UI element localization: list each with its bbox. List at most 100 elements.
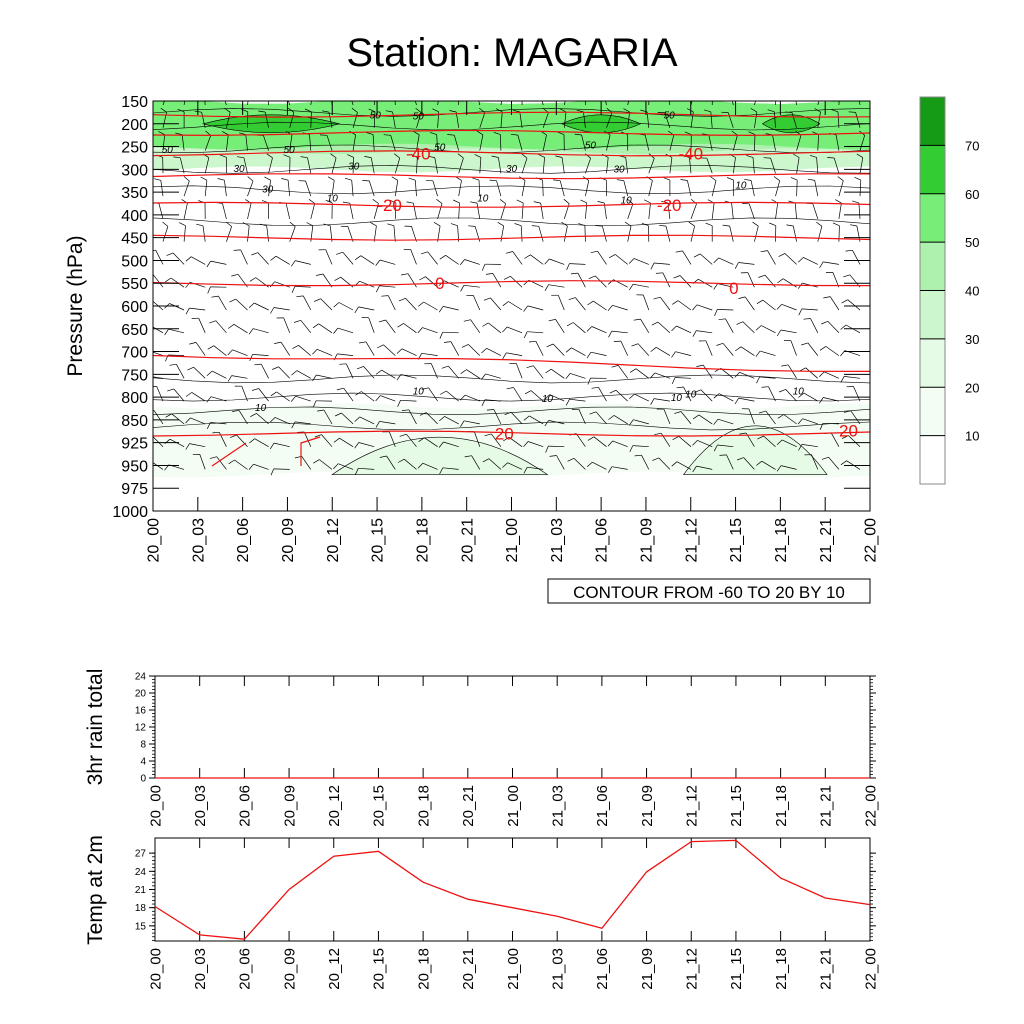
wind-barb — [336, 387, 354, 402]
wind-barb — [470, 201, 481, 219]
wind-barb — [804, 454, 819, 470]
wind-barb — [756, 376, 776, 384]
wind-barb — [713, 444, 734, 452]
wind-barb — [846, 386, 861, 402]
time-tick-label: 21_09 — [639, 948, 656, 990]
wind-barb — [671, 351, 692, 358]
wind-contour-line — [153, 392, 870, 402]
wind-barb — [333, 437, 354, 447]
pressure-tick-label: 150 — [121, 94, 148, 111]
wind-barb — [308, 199, 316, 219]
wind-barb — [819, 422, 839, 430]
rain-panel-frame — [154, 675, 871, 779]
wind-barb — [427, 155, 438, 174]
temp2m-panel-frame — [154, 837, 871, 942]
wind-barb — [567, 457, 586, 470]
wind-barb — [228, 459, 248, 470]
wind-barb — [327, 176, 335, 197]
wind-barb — [436, 199, 443, 219]
wind-barb — [291, 260, 311, 267]
wind-barb — [248, 302, 269, 311]
wind-barb — [228, 324, 248, 334]
colorbar-label: 70 — [965, 138, 979, 153]
wind-barb — [162, 221, 169, 242]
wind-barb — [354, 416, 375, 425]
wind-barb — [484, 433, 502, 447]
colorbar-label: 10 — [965, 429, 979, 444]
wind-barb — [576, 109, 586, 128]
wind-barb — [775, 101, 777, 106]
wind-barb — [599, 177, 607, 197]
wind-barb — [756, 299, 776, 311]
wind-contour-label: 30 — [613, 164, 625, 175]
wind-contour-label: 50 — [434, 143, 446, 154]
rain-panel: 0 4 8 12 16 20 24 20_00 20_03 20_06 20_09 20_12 20_1… — [84, 669, 879, 827]
wind-barb — [523, 441, 544, 448]
wind-barb — [166, 252, 185, 265]
wind-barb — [651, 321, 671, 334]
wind-barb — [236, 156, 248, 174]
wind-barb — [359, 341, 375, 356]
pressure-tick-label: 500 — [121, 253, 148, 270]
wind-barb — [674, 411, 692, 425]
wind-barb — [383, 134, 396, 151]
wind-barb — [419, 276, 438, 288]
wind-contour-label: 10 — [671, 393, 683, 404]
wind-barb — [779, 389, 797, 402]
time-tick-label: 21_21 — [818, 785, 835, 827]
wind-barb — [629, 368, 650, 379]
wind-barb — [608, 330, 628, 338]
wind-barb — [523, 415, 544, 425]
wind-barb — [734, 397, 755, 405]
wind-barb — [763, 157, 776, 174]
wind-barb — [153, 376, 164, 379]
wind-barb — [607, 466, 628, 473]
wind-barb — [397, 399, 417, 407]
contour-info-frame — [547, 578, 871, 604]
time-tick-label: 21_06 — [594, 785, 611, 827]
wind-barb — [613, 340, 629, 356]
wind-barb — [292, 344, 312, 356]
wind-barb — [206, 370, 227, 379]
wind-barb — [274, 341, 290, 356]
wind-barb — [563, 101, 566, 106]
wind-barb — [421, 387, 438, 402]
time-tick-label: 20_00 — [146, 518, 163, 563]
time-tick-label: 20_18 — [415, 948, 432, 990]
wind-barb — [198, 200, 206, 219]
wind-barb — [153, 386, 164, 402]
wind-barb — [641, 222, 650, 242]
wind-barb — [362, 180, 375, 197]
temp2m-axes: 15 18 21 24 27 20_00 20_03 20_06 20_09 20_12 20_15… — [135, 838, 879, 990]
wind-barb — [269, 417, 290, 425]
wind-barb — [481, 373, 501, 380]
wind-barb — [439, 467, 459, 475]
time-tick-label: 20_21 — [460, 948, 477, 990]
wind-barb — [516, 199, 524, 219]
wind-barb — [741, 408, 755, 425]
wind-barb — [629, 393, 649, 402]
wind-barb — [750, 108, 758, 128]
wind-barb — [153, 249, 164, 265]
wind-barb — [458, 101, 460, 106]
wind-barb — [204, 130, 212, 151]
wind-barb — [425, 179, 438, 197]
wind-barb — [333, 302, 354, 311]
wind-barb — [705, 222, 713, 242]
wind-barb — [523, 331, 544, 339]
time-tick-label: 20_15 — [371, 785, 388, 827]
wind-barb — [528, 340, 544, 356]
wind-barb — [692, 304, 713, 311]
wind-barb — [819, 371, 840, 379]
wind-barb — [389, 199, 397, 219]
wind-barb — [538, 153, 545, 174]
wind-barb — [453, 199, 460, 219]
wind-barb — [616, 179, 629, 197]
wind-barb — [474, 154, 482, 174]
wind-barb — [419, 412, 438, 425]
time-tick-label: 21_09 — [639, 785, 656, 827]
wind-barb — [385, 110, 396, 128]
wind-barb — [397, 323, 417, 334]
wind-barb — [735, 346, 755, 356]
temperature-contour-line — [153, 173, 870, 180]
